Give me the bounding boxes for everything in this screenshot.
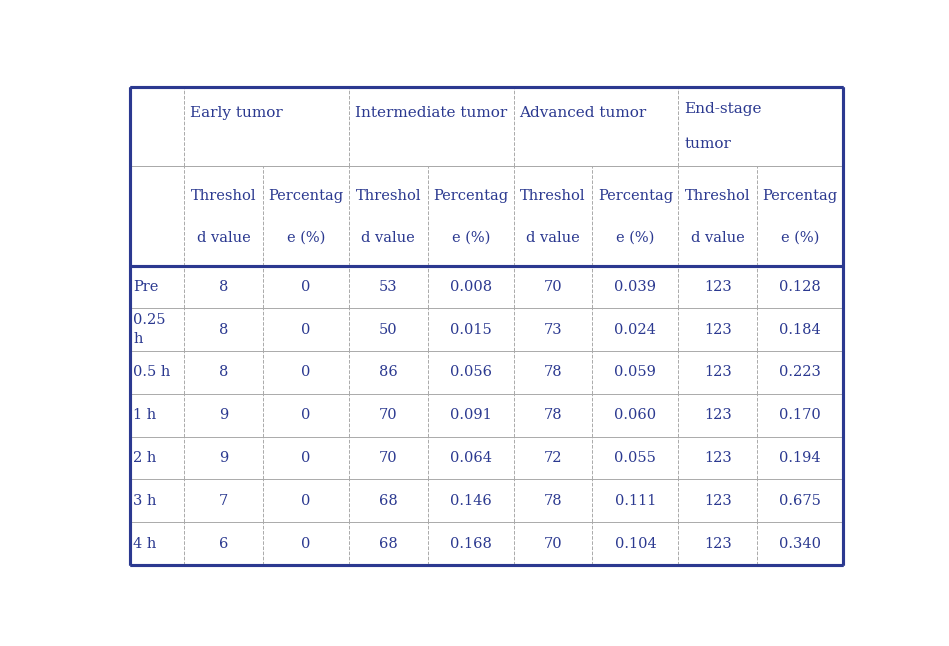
Text: 0.055: 0.055 bbox=[614, 451, 657, 465]
Text: 0.060: 0.060 bbox=[614, 408, 657, 422]
Text: 9: 9 bbox=[219, 408, 229, 422]
Text: 0.059: 0.059 bbox=[614, 366, 657, 379]
Text: 86: 86 bbox=[379, 366, 398, 379]
Text: 0.056: 0.056 bbox=[450, 366, 492, 379]
Text: 0: 0 bbox=[302, 494, 310, 508]
Text: 0.223: 0.223 bbox=[779, 366, 821, 379]
Text: 0.008: 0.008 bbox=[450, 280, 492, 294]
Text: 53: 53 bbox=[379, 280, 398, 294]
Text: 0.064: 0.064 bbox=[450, 451, 492, 465]
Text: 0.25: 0.25 bbox=[133, 313, 166, 328]
Text: 1 h: 1 h bbox=[133, 408, 157, 422]
Text: 0.091: 0.091 bbox=[450, 408, 492, 422]
Text: e (%): e (%) bbox=[616, 231, 655, 245]
Text: e (%): e (%) bbox=[781, 231, 819, 245]
Text: 123: 123 bbox=[704, 366, 732, 379]
Text: 4 h: 4 h bbox=[133, 537, 157, 550]
Text: Threshol: Threshol bbox=[356, 189, 421, 203]
Text: 9: 9 bbox=[219, 451, 229, 465]
Text: 0: 0 bbox=[302, 323, 310, 337]
Text: d value: d value bbox=[526, 231, 580, 245]
Text: Intermediate tumor: Intermediate tumor bbox=[355, 105, 507, 120]
Text: tumor: tumor bbox=[684, 137, 731, 151]
Text: Pre: Pre bbox=[133, 280, 158, 294]
Text: 0: 0 bbox=[302, 280, 310, 294]
Text: Threshol: Threshol bbox=[685, 189, 751, 203]
Text: 0.111: 0.111 bbox=[615, 494, 656, 508]
Text: 0.104: 0.104 bbox=[615, 537, 657, 550]
Text: 123: 123 bbox=[704, 451, 732, 465]
Text: 0.675: 0.675 bbox=[779, 494, 821, 508]
Text: Percentag: Percentag bbox=[269, 189, 344, 203]
Text: Early tumor: Early tumor bbox=[190, 105, 283, 120]
Text: 0.168: 0.168 bbox=[450, 537, 492, 550]
Text: 0.194: 0.194 bbox=[779, 451, 821, 465]
Text: 7: 7 bbox=[219, 494, 229, 508]
Text: 70: 70 bbox=[544, 537, 563, 550]
Text: h: h bbox=[133, 332, 143, 346]
Text: 123: 123 bbox=[704, 494, 732, 508]
Text: 0: 0 bbox=[302, 451, 310, 465]
Text: 0.5 h: 0.5 h bbox=[133, 366, 171, 379]
Text: 0.015: 0.015 bbox=[450, 323, 492, 337]
Text: 123: 123 bbox=[704, 408, 732, 422]
Text: 68: 68 bbox=[379, 494, 398, 508]
Text: Percentag: Percentag bbox=[598, 189, 673, 203]
Text: d value: d value bbox=[196, 231, 251, 245]
Text: 6: 6 bbox=[219, 537, 229, 550]
Text: 70: 70 bbox=[544, 280, 563, 294]
Text: 73: 73 bbox=[544, 323, 563, 337]
Text: 72: 72 bbox=[544, 451, 563, 465]
Text: 0.024: 0.024 bbox=[614, 323, 657, 337]
Text: 0: 0 bbox=[302, 366, 310, 379]
Text: 68: 68 bbox=[379, 537, 398, 550]
Text: Advanced tumor: Advanced tumor bbox=[519, 105, 647, 120]
Text: 123: 123 bbox=[704, 323, 732, 337]
Text: e (%): e (%) bbox=[452, 231, 490, 245]
Text: 8: 8 bbox=[219, 323, 229, 337]
Text: 0.340: 0.340 bbox=[779, 537, 821, 550]
Text: 0.146: 0.146 bbox=[450, 494, 492, 508]
Text: 0.039: 0.039 bbox=[614, 280, 657, 294]
Text: 123: 123 bbox=[704, 537, 732, 550]
Text: 8: 8 bbox=[219, 366, 229, 379]
Text: End-stage: End-stage bbox=[684, 103, 762, 116]
Text: Percentag: Percentag bbox=[762, 189, 838, 203]
Text: 123: 123 bbox=[704, 280, 732, 294]
Text: Threshol: Threshol bbox=[520, 189, 586, 203]
Text: e (%): e (%) bbox=[287, 231, 326, 245]
Text: 0.128: 0.128 bbox=[779, 280, 821, 294]
Text: 78: 78 bbox=[544, 494, 563, 508]
Text: 2 h: 2 h bbox=[133, 451, 157, 465]
Text: 70: 70 bbox=[379, 408, 398, 422]
Text: 0: 0 bbox=[302, 537, 310, 550]
Text: 50: 50 bbox=[379, 323, 398, 337]
Text: Percentag: Percentag bbox=[433, 189, 509, 203]
Text: 0.170: 0.170 bbox=[779, 408, 821, 422]
Text: 8: 8 bbox=[219, 280, 229, 294]
Text: 0.184: 0.184 bbox=[779, 323, 821, 337]
Text: 78: 78 bbox=[544, 366, 563, 379]
Text: d value: d value bbox=[691, 231, 745, 245]
Text: 0: 0 bbox=[302, 408, 310, 422]
Text: 3 h: 3 h bbox=[133, 494, 157, 508]
Text: 70: 70 bbox=[379, 451, 398, 465]
Text: 78: 78 bbox=[544, 408, 563, 422]
Text: d value: d value bbox=[362, 231, 416, 245]
Text: Threshol: Threshol bbox=[191, 189, 256, 203]
